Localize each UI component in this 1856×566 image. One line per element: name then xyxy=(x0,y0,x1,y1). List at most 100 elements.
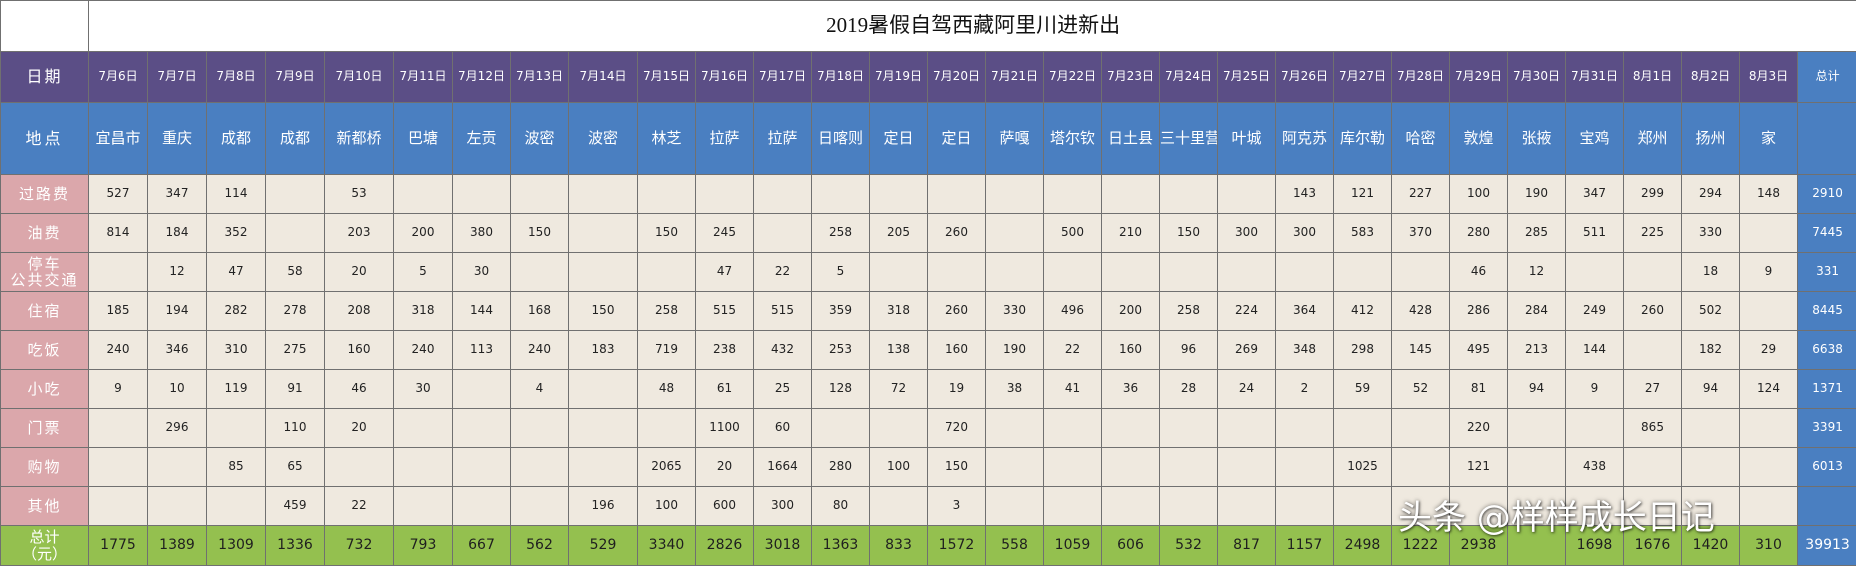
value-cell[interactable]: 285 xyxy=(1508,214,1566,253)
value-cell[interactable] xyxy=(207,409,266,448)
value-cell[interactable] xyxy=(569,448,638,487)
value-cell[interactable] xyxy=(1044,448,1102,487)
date-cell[interactable]: 7月31日 xyxy=(1566,52,1624,103)
value-cell[interactable] xyxy=(1218,409,1276,448)
value-cell[interactable]: 119 xyxy=(207,370,266,409)
value-cell[interactable]: 138 xyxy=(870,331,928,370)
value-cell[interactable] xyxy=(1624,448,1682,487)
value-cell[interactable] xyxy=(1102,253,1160,292)
daily-total-cell[interactable]: 562 xyxy=(511,526,569,566)
value-cell[interactable]: 160 xyxy=(1102,331,1160,370)
value-cell[interactable] xyxy=(1740,409,1798,448)
value-cell[interactable] xyxy=(1682,448,1740,487)
daily-total-cell[interactable]: 2826 xyxy=(696,526,754,566)
value-cell[interactable]: 330 xyxy=(1682,214,1740,253)
place-cell[interactable]: 库尔勒 xyxy=(1334,103,1392,175)
place-cell[interactable]: 拉萨 xyxy=(754,103,812,175)
place-cell[interactable]: 萨嘎 xyxy=(986,103,1044,175)
value-cell[interactable]: 284 xyxy=(1508,292,1566,331)
date-cell[interactable]: 8月1日 xyxy=(1624,52,1682,103)
value-cell[interactable]: 185 xyxy=(89,292,148,331)
value-cell[interactable] xyxy=(453,409,511,448)
value-cell[interactable] xyxy=(394,487,453,526)
value-cell[interactable]: 160 xyxy=(928,331,986,370)
value-cell[interactable] xyxy=(928,253,986,292)
place-cell[interactable]: 波密 xyxy=(511,103,569,175)
value-cell[interactable]: 25 xyxy=(754,370,812,409)
value-cell[interactable]: 52 xyxy=(1392,370,1450,409)
value-cell[interactable]: 346 xyxy=(148,331,207,370)
place-cell[interactable]: 宝鸡 xyxy=(1566,103,1624,175)
value-cell[interactable] xyxy=(870,175,928,214)
value-cell[interactable] xyxy=(1276,487,1334,526)
value-cell[interactable]: 85 xyxy=(207,448,266,487)
row-total-cell[interactable]: 1371 xyxy=(1798,370,1856,409)
date-cell[interactable]: 7月20日 xyxy=(928,52,986,103)
value-cell[interactable]: 168 xyxy=(511,292,569,331)
value-cell[interactable]: 515 xyxy=(696,292,754,331)
value-cell[interactable]: 370 xyxy=(1392,214,1450,253)
value-cell[interactable]: 190 xyxy=(986,331,1044,370)
value-cell[interactable] xyxy=(1334,253,1392,292)
value-cell[interactable] xyxy=(266,214,325,253)
value-cell[interactable] xyxy=(1102,487,1160,526)
value-cell[interactable]: 220 xyxy=(1450,409,1508,448)
value-cell[interactable]: 200 xyxy=(1102,292,1160,331)
value-cell[interactable]: 182 xyxy=(1682,331,1740,370)
value-cell[interactable] xyxy=(1334,409,1392,448)
value-cell[interactable]: 150 xyxy=(511,214,569,253)
value-cell[interactable] xyxy=(453,370,511,409)
date-cell[interactable]: 7月30日 xyxy=(1508,52,1566,103)
value-cell[interactable] xyxy=(638,253,696,292)
value-cell[interactable] xyxy=(1218,175,1276,214)
value-cell[interactable] xyxy=(453,487,511,526)
date-cell[interactable]: 7月23日 xyxy=(1102,52,1160,103)
row-total-cell[interactable]: 6638 xyxy=(1798,331,1856,370)
place-cell[interactable]: 日喀则 xyxy=(812,103,870,175)
value-cell[interactable] xyxy=(986,175,1044,214)
value-cell[interactable]: 61 xyxy=(696,370,754,409)
daily-total-cell[interactable]: 1309 xyxy=(207,526,266,566)
daily-total-cell[interactable]: 310 xyxy=(1740,526,1798,566)
value-cell[interactable] xyxy=(1160,487,1218,526)
value-cell[interactable]: 27 xyxy=(1624,370,1682,409)
row-total-cell[interactable] xyxy=(1798,487,1856,526)
value-cell[interactable] xyxy=(89,409,148,448)
daily-total-cell[interactable]: 1775 xyxy=(89,526,148,566)
value-cell[interactable] xyxy=(1566,253,1624,292)
value-cell[interactable]: 38 xyxy=(986,370,1044,409)
date-cell[interactable]: 7月11日 xyxy=(394,52,453,103)
value-cell[interactable] xyxy=(89,253,148,292)
value-cell[interactable]: 814 xyxy=(89,214,148,253)
value-cell[interactable]: 238 xyxy=(696,331,754,370)
value-cell[interactable] xyxy=(638,175,696,214)
daily-total-cell[interactable]: 532 xyxy=(1160,526,1218,566)
value-cell[interactable]: 128 xyxy=(812,370,870,409)
place-cell[interactable]: 张掖 xyxy=(1508,103,1566,175)
value-cell[interactable] xyxy=(1218,253,1276,292)
value-cell[interactable]: 41 xyxy=(1044,370,1102,409)
daily-total-cell[interactable]: 606 xyxy=(1102,526,1160,566)
value-cell[interactable]: 719 xyxy=(638,331,696,370)
place-cell[interactable]: 家 xyxy=(1740,103,1798,175)
value-cell[interactable]: 100 xyxy=(870,448,928,487)
value-cell[interactable] xyxy=(1102,175,1160,214)
value-cell[interactable] xyxy=(1508,409,1566,448)
value-cell[interactable]: 300 xyxy=(1276,214,1334,253)
value-cell[interactable] xyxy=(511,175,569,214)
value-cell[interactable]: 428 xyxy=(1392,292,1450,331)
value-cell[interactable]: 5 xyxy=(394,253,453,292)
value-cell[interactable] xyxy=(1044,253,1102,292)
value-cell[interactable] xyxy=(1624,331,1682,370)
value-cell[interactable]: 24 xyxy=(1218,370,1276,409)
place-cell[interactable]: 日土县 xyxy=(1102,103,1160,175)
value-cell[interactable] xyxy=(928,175,986,214)
value-cell[interactable] xyxy=(696,175,754,214)
corner-cell[interactable] xyxy=(1,1,89,52)
value-cell[interactable]: 190 xyxy=(1508,175,1566,214)
value-cell[interactable] xyxy=(1508,448,1566,487)
value-cell[interactable]: 194 xyxy=(148,292,207,331)
value-cell[interactable]: 318 xyxy=(870,292,928,331)
grand-total-cell[interactable]: 39913 xyxy=(1798,526,1856,566)
value-cell[interactable]: 310 xyxy=(207,331,266,370)
